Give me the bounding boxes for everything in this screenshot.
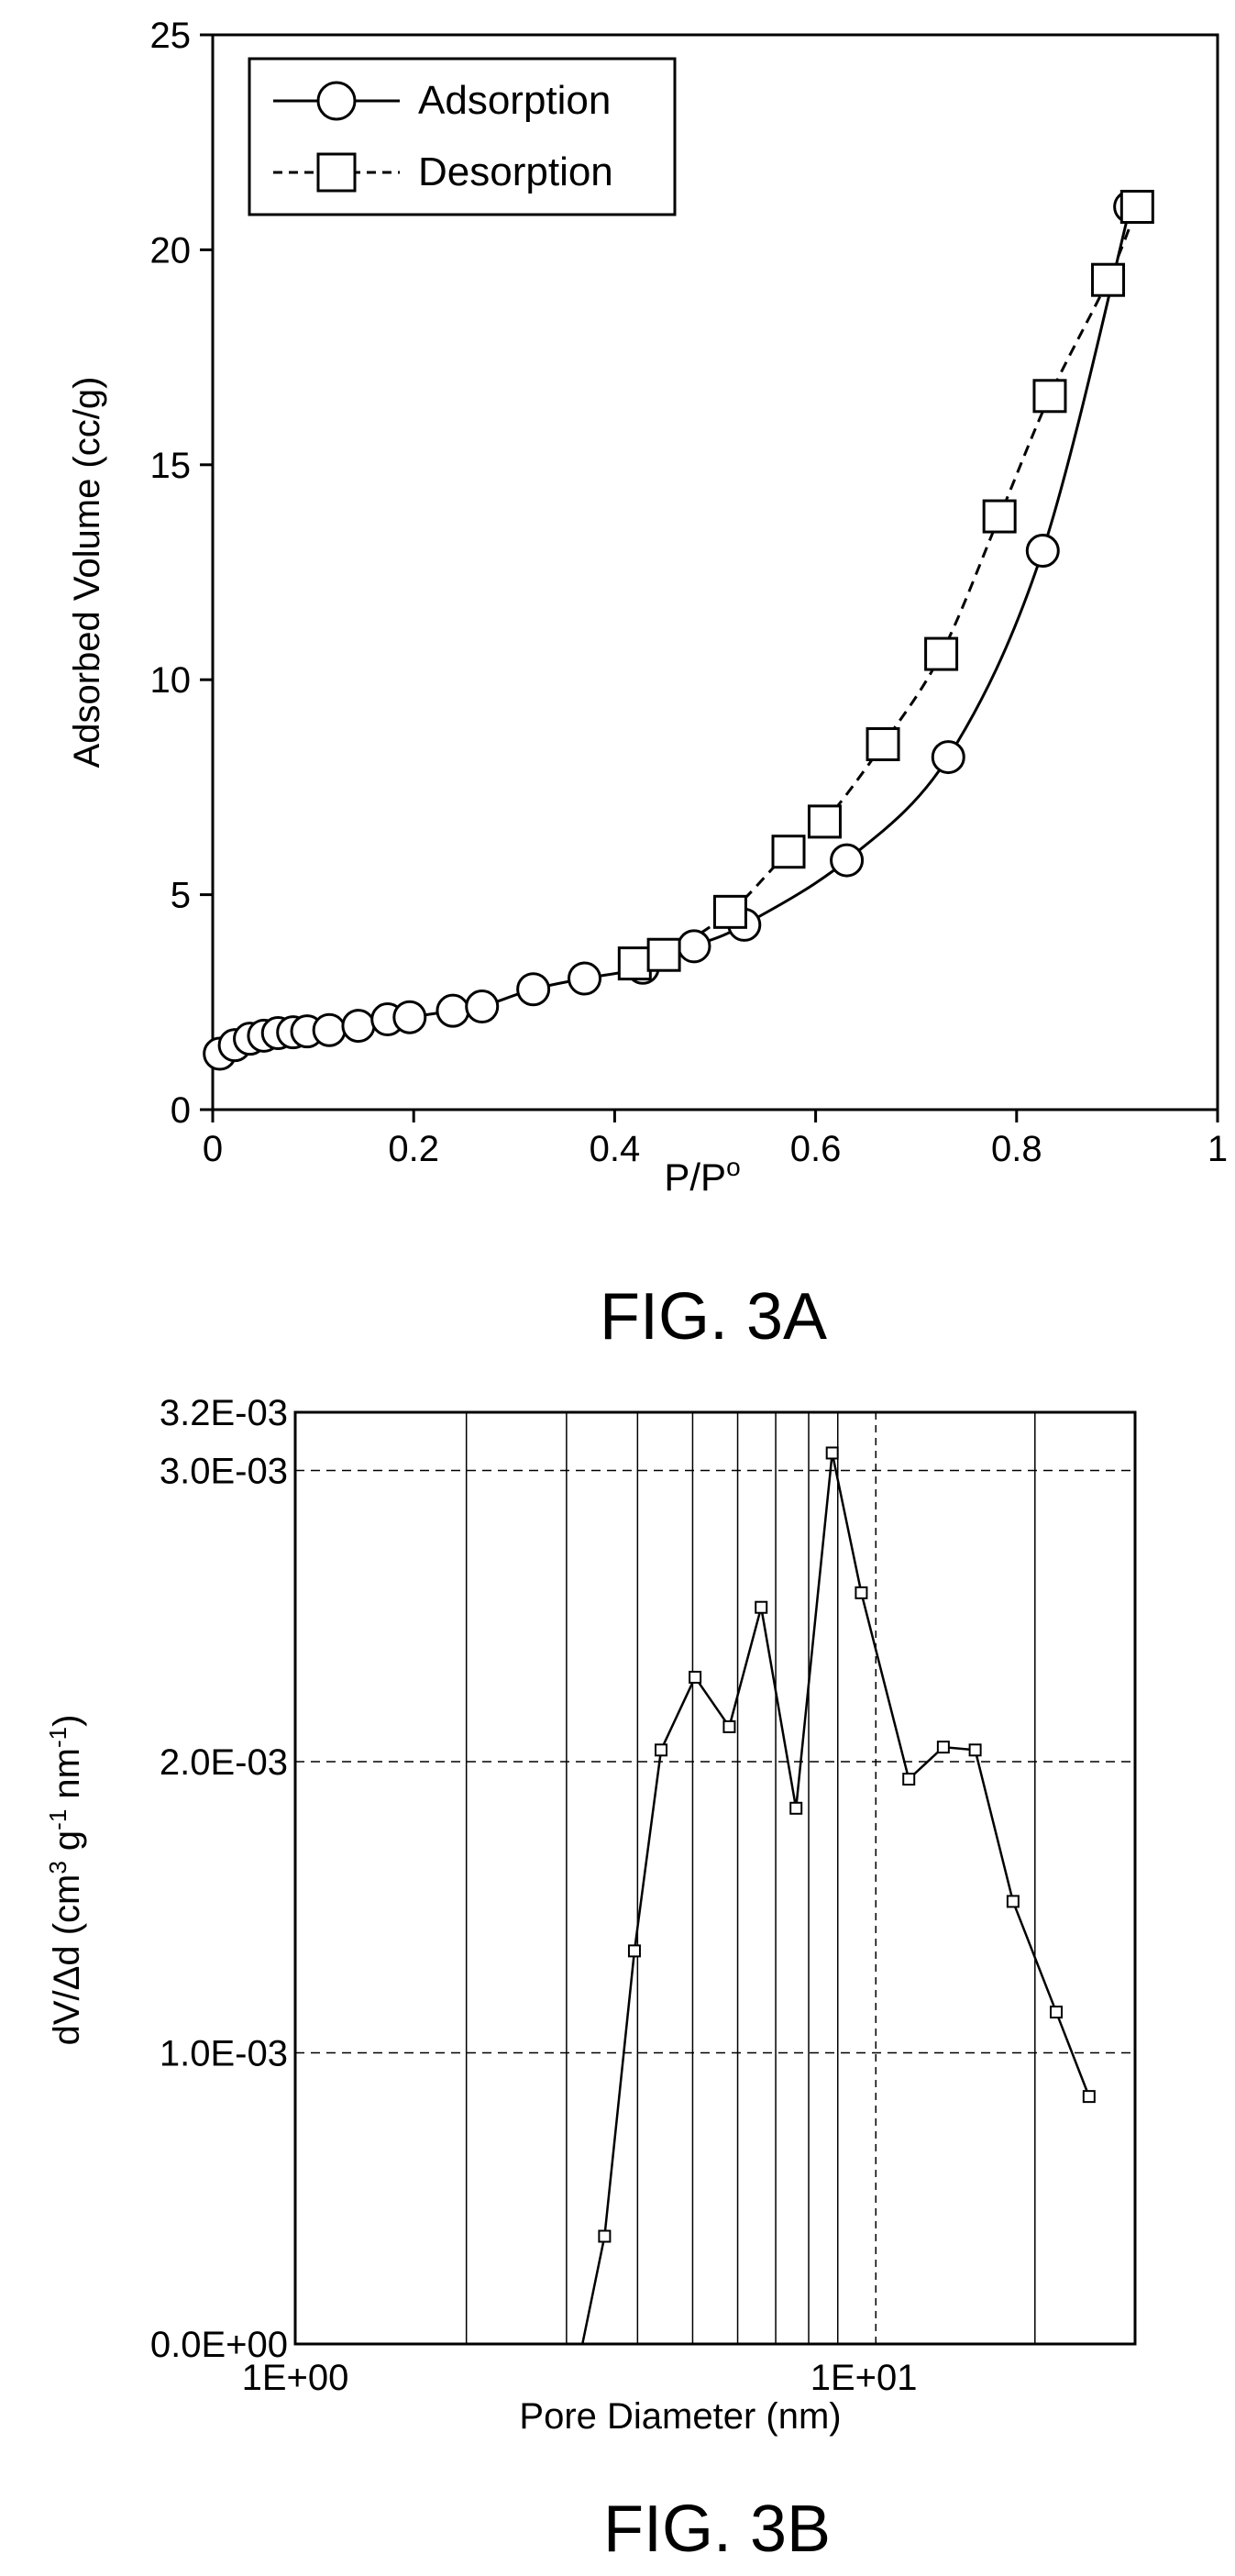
plot-frame-a [211,33,1219,1111]
pore-distribution-point [789,1801,803,1815]
desorption-point [807,804,842,839]
pore-distribution-point [825,1446,839,1460]
pore-distribution-point [1082,2090,1096,2104]
x-tick-label-a: 0 [203,1129,223,1169]
desorption-point [646,937,681,972]
desorption-point [1091,262,1126,297]
figure-label-3a: FIG. 3A [600,1280,827,1354]
desorption-point [712,894,747,929]
y-tick-label-b: 1.0E-03 [160,2034,288,2074]
desorption-series-line [634,205,1139,966]
pore-distribution-point [902,1773,916,1786]
adsorption-point [568,961,602,996]
y-axis-label-b: dV/Δd (cm3 g-1 nm-1) [44,1715,87,2046]
desorption-point [617,946,652,981]
adsorption-points [203,190,1148,1071]
y-label-sup-2: -1 [44,1809,72,1830]
figure-label-3b: FIG. 3B [603,2493,831,2566]
y-label-part-2: g [47,1830,87,1861]
pore-distribution-points [598,1446,1096,2243]
adsorption-point [341,1009,376,1044]
legend-desorption-marker [316,152,357,193]
legend-adsorption-label: Adsorption [418,78,611,123]
desorption-point [1032,379,1067,414]
desorption-point [866,727,900,762]
x-tick-label-a: 0.4 [590,1129,641,1169]
legend-a: Adsorption Desorption [248,57,677,216]
adsorption-series-line [218,206,1132,1056]
chart-adsorption-isotherm: 0 0.2 0.4 0.6 0.8 1 0 5 10 15 20 25 Adsorption Des… [67,16,1228,1354]
chart-pore-size-distribution: 0.0E+00 1.0E-03 2.0E-03 3.0E-03 3.2E-03 1E+0… [44,1393,1137,2566]
pore-distribution-line [581,1453,1090,2345]
y-tick-label-a: 15 [150,446,192,486]
pore-distribution-point [968,1743,982,1757]
y-tick-label-b: 2.0E-03 [160,1742,288,1783]
x-tick-label-a: 0.6 [790,1129,842,1169]
legend-adsorption-marker [316,81,357,121]
desorption-point [771,835,806,869]
y-tick-label-b: 3.0E-03 [160,1452,288,1492]
y-tick-label-a: 25 [150,16,192,56]
y-tick-label-b: 3.2E-03 [160,1393,288,1433]
x-tick-label-a: 1 [1207,1129,1228,1169]
pore-distribution-point [655,1743,668,1757]
adsorption-point [465,989,500,1023]
pore-distribution-point [627,1944,641,1958]
y-label-sup-3: -1 [44,1727,72,1748]
x-axis-b: 1E+00 1E+01 [242,2358,918,2398]
y-label-part-4: ) [47,1715,87,1727]
y-tick-label-a: 0 [171,1090,191,1131]
adsorption-point [1025,534,1060,569]
grid-lines-b [295,1412,1135,2344]
y-axis-label-a: Adsorbed Volume (cc/g) [67,377,107,768]
y-tick-label-a: 20 [150,230,192,271]
adsorption-point [830,843,865,878]
desorption-point [924,636,959,671]
x-axis-a: 0 0.2 0.4 0.6 0.8 1 [203,1110,1228,1169]
x-axis-label-a: P/Po [664,1153,740,1199]
y-tick-label-a: 10 [150,660,192,701]
desorption-point [1119,190,1154,225]
plot-frame-b [293,1410,1137,2346]
adsorption-point [312,1012,347,1047]
pore-distribution-point [855,1586,868,1599]
y-label-part-3: nm [47,1748,87,1809]
x-axis-label-a-sup: o [726,1153,741,1181]
y-tick-label-a: 5 [171,876,191,916]
pore-distribution-point [1050,2006,1064,2019]
x-axis-label-b: Pore Diameter (nm) [519,2396,841,2437]
y-label-sup-1: 3 [44,1861,72,1874]
x-tick-label-a: 0.8 [991,1129,1042,1169]
x-tick-label-b: 1E+01 [810,2358,918,2398]
y-label-part-1: dV/Δd (cm [47,1874,87,2046]
adsorption-point [677,929,711,964]
pore-distribution-point [689,1670,702,1684]
x-tick-label-b: 1E+00 [242,2358,349,2398]
desorption-points [617,190,1154,981]
x-axis-label-a-main: P/P [664,1155,726,1199]
adsorption-point [436,993,470,1028]
x-tick-label-a: 0.2 [388,1129,439,1169]
legend-desorption-label: Desorption [418,149,613,194]
pore-distribution-point [755,1600,768,1614]
pore-distribution-point [598,2229,612,2243]
y-tick-label-b: 0.0E+00 [150,2325,288,2365]
pore-distribution-point [722,1719,736,1733]
adsorption-point [516,972,551,1007]
y-axis-a: 0 5 10 15 20 25 [150,16,213,1131]
adsorption-point [392,1000,427,1034]
pore-distribution-point [1006,1895,1020,1908]
y-axis-b: 0.0E+00 1.0E-03 2.0E-03 3.0E-03 3.2E-03 [150,1393,288,2365]
pore-distribution-point [936,1741,950,1754]
desorption-point [982,499,1017,534]
adsorption-point [931,740,965,775]
